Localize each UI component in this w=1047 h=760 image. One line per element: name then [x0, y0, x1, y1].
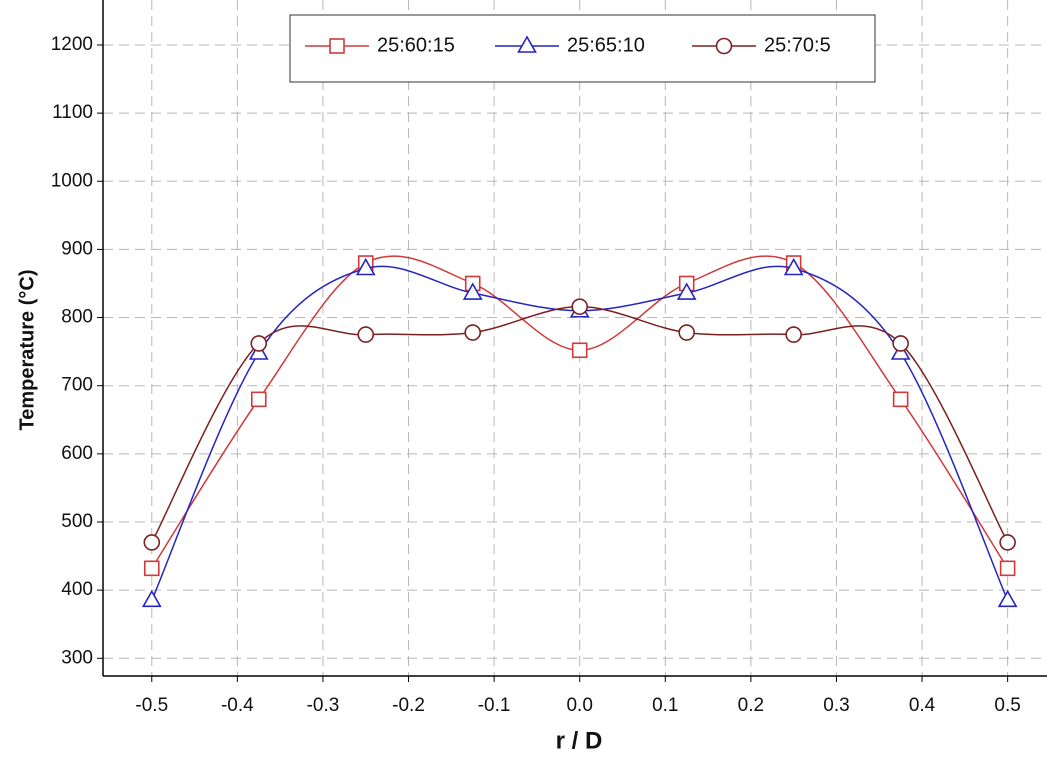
x-tick-label: -0.5 [135, 695, 168, 716]
marker [250, 391, 267, 408]
x-tick-label: 0.4 [909, 695, 936, 716]
x-tick-label: 0.5 [994, 695, 1020, 716]
y-tick-label: 1200 [51, 34, 93, 55]
x-tick-label: -0.3 [307, 695, 340, 716]
x-tick-label: 0.0 [566, 695, 592, 716]
marker [250, 335, 268, 352]
x-tick-label: -0.1 [478, 695, 511, 716]
y-tick-label: 300 [61, 647, 93, 668]
y-tick-label: 600 [61, 443, 93, 464]
marker [785, 326, 802, 343]
x-tick-label: -0.4 [221, 695, 254, 716]
legend-box [289, 14, 876, 83]
marker [464, 324, 482, 341]
marker [571, 342, 588, 359]
marker [329, 38, 345, 54]
x-axis-label: r / D [556, 727, 603, 754]
marker [143, 560, 160, 577]
legend-label: 25:60:15 [377, 34, 455, 56]
marker [571, 298, 589, 315]
legend-label: 25:70:5 [764, 34, 831, 56]
x-tick-label: 0.1 [652, 695, 678, 716]
marker [357, 326, 375, 343]
y-tick-label: 1100 [52, 102, 93, 123]
y-tick-label: 400 [61, 579, 93, 600]
marker [141, 589, 162, 608]
marker [143, 534, 161, 551]
marker [715, 37, 733, 55]
marker [999, 534, 1016, 551]
x-tick-label: -0.2 [392, 695, 425, 716]
marker [997, 589, 1018, 608]
marker [462, 282, 483, 300]
x-tick-label: 0.3 [823, 695, 849, 716]
y-tick-label: 800 [61, 307, 93, 328]
y-tick-label: 500 [61, 511, 93, 532]
y-tick-label: 900 [61, 238, 93, 259]
marker [678, 324, 695, 341]
marker [355, 257, 376, 276]
marker [517, 35, 537, 53]
y-tick-label: 700 [61, 375, 93, 396]
marker [892, 335, 909, 352]
marker [783, 257, 804, 276]
marker [676, 282, 697, 300]
marker [999, 560, 1016, 577]
y-tick-label: 1000 [51, 170, 93, 191]
x-tick-label: 0.2 [738, 695, 764, 716]
legend-label: 25:65:10 [567, 34, 645, 56]
marker [892, 391, 909, 408]
y-axis-label: Temperature (°C) [16, 270, 38, 431]
